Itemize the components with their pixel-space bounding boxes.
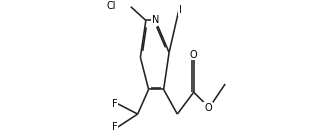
Text: N: N (152, 15, 159, 25)
Text: O: O (204, 103, 212, 113)
Text: Cl: Cl (106, 1, 116, 11)
Text: O: O (190, 50, 198, 60)
Text: F: F (112, 99, 117, 109)
Text: I: I (179, 5, 182, 15)
Text: F: F (112, 122, 117, 132)
